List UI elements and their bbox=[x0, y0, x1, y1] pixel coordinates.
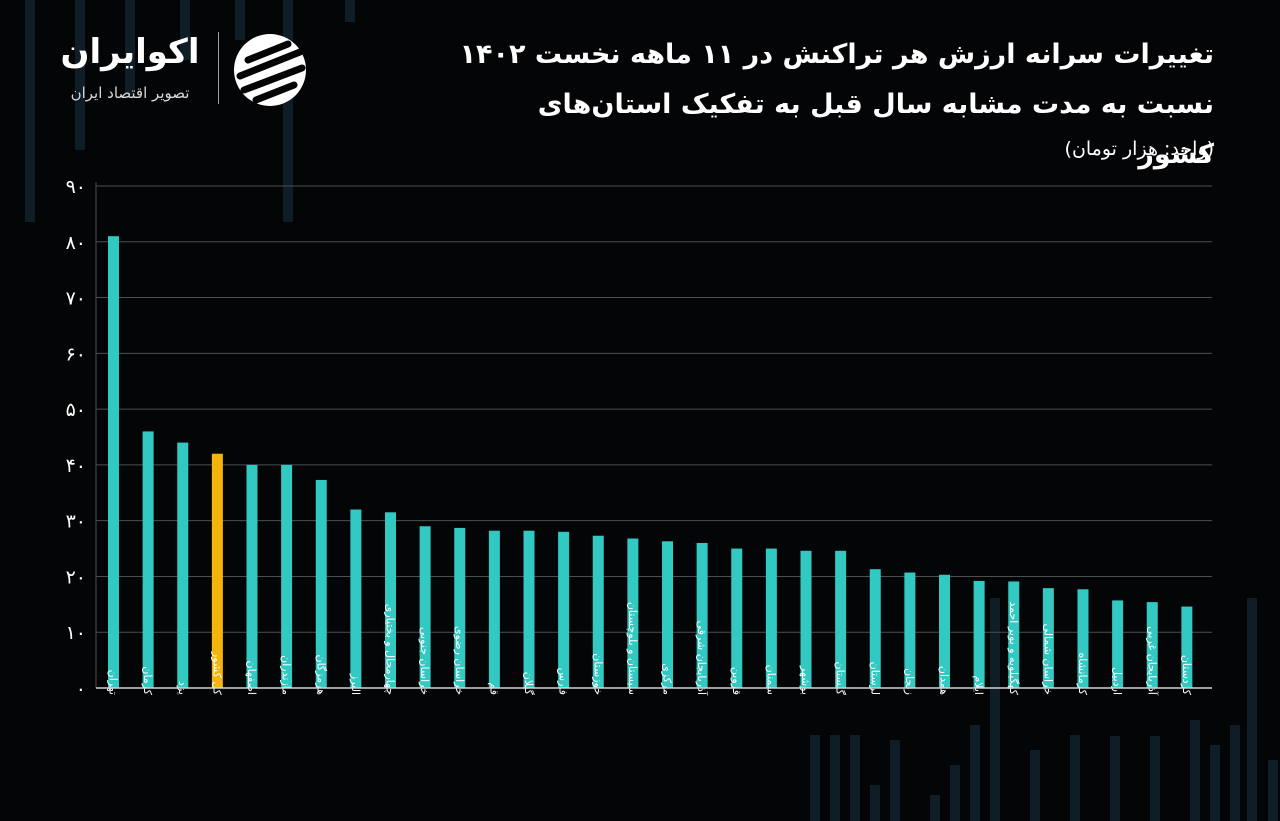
logo-mark-icon bbox=[234, 34, 306, 106]
y-tick-label: ۶۰ bbox=[66, 343, 86, 365]
logo-tagline: تصویر اقتصاد ایران bbox=[70, 84, 190, 102]
bar-31 bbox=[1146, 602, 1158, 688]
bar-3 bbox=[177, 442, 189, 688]
x-tick-label: قزوین bbox=[730, 667, 743, 695]
x-tick-label: فارس bbox=[557, 668, 570, 695]
y-tick-label: ۹۰ bbox=[66, 176, 86, 198]
bar-13 bbox=[523, 530, 535, 688]
bar-14 bbox=[558, 531, 570, 688]
x-tick-label: مرکزی bbox=[661, 663, 674, 695]
bar-25 bbox=[939, 574, 950, 688]
x-tick-label: ایلام bbox=[972, 676, 985, 696]
bar-9 bbox=[385, 512, 396, 688]
x-tick-label: سمنان bbox=[764, 665, 777, 695]
bar-29 bbox=[1077, 589, 1089, 688]
x-tick-label: هرمزگان bbox=[314, 655, 327, 696]
y-tick-label: ۴۰ bbox=[66, 455, 86, 477]
bar-30 bbox=[1112, 600, 1124, 688]
bar-24 bbox=[904, 572, 916, 688]
bar-11 bbox=[454, 527, 466, 688]
logo-divider bbox=[218, 32, 219, 104]
x-tick-label: البرز bbox=[349, 673, 362, 695]
x-tick-label: خراسان شمالی bbox=[1041, 623, 1054, 695]
x-axis-labels: تهران کرمان یزد کل کشور اصفهان مازندران هرمزگا… bbox=[107, 601, 1193, 696]
y-tick-label: ۸۰ bbox=[66, 232, 86, 254]
y-axis-ticks: ۰ ۱۰ ۲۰ ۳۰ ۴۰ ۵۰ ۶۰ ۷۰ ۸۰ ۹۰ bbox=[66, 176, 86, 700]
x-tick-label: خراسان جنوبی bbox=[418, 627, 431, 695]
bar-22 bbox=[835, 550, 847, 688]
bar-21 bbox=[800, 550, 812, 688]
x-tick-label: کرمان bbox=[141, 666, 154, 695]
bar-4 bbox=[211, 453, 223, 688]
x-tick-label: سیستان و بلوچستان bbox=[626, 602, 639, 695]
bar-17 bbox=[662, 541, 673, 688]
bars bbox=[108, 236, 1193, 688]
bar-16 bbox=[627, 538, 639, 688]
bar-18 bbox=[696, 542, 708, 688]
bar-27 bbox=[1008, 581, 1020, 688]
chart-title: تغییرات سرانه ارزش هر تراکنش در ۱۱ ماهه … bbox=[454, 30, 1214, 180]
bar-28 bbox=[1042, 588, 1054, 688]
y-tick-label: ۷۰ bbox=[66, 288, 86, 310]
y-tick-label: ۰ bbox=[76, 678, 86, 700]
bar-8 bbox=[350, 509, 362, 688]
x-tick-label: تهران bbox=[107, 670, 120, 695]
x-tick-label: زنجان bbox=[903, 668, 916, 695]
title-line-2: نسبت به مدت مشابه سال قبل به تفکیک استان… bbox=[537, 89, 1214, 170]
x-tick-label: مازندران bbox=[280, 655, 293, 695]
x-tick-label: کهگیلویه و بویر احمد bbox=[1007, 601, 1020, 695]
bar-20 bbox=[765, 548, 777, 688]
x-tick-label: لرستان bbox=[868, 662, 881, 695]
bar-32 bbox=[1181, 606, 1193, 688]
x-tick-label: کل کشور bbox=[210, 651, 223, 696]
bar-1 bbox=[108, 236, 119, 688]
bar-5 bbox=[246, 464, 258, 688]
y-tick-label: ۵۰ bbox=[66, 399, 86, 421]
x-tick-label: آذربایجان شرقی bbox=[695, 621, 709, 696]
bar-12 bbox=[488, 530, 500, 688]
bar-26 bbox=[973, 580, 985, 688]
x-tick-label: کرمانشاه bbox=[1076, 652, 1089, 695]
bar-2 bbox=[142, 431, 154, 688]
x-tick-label: اصفهان bbox=[245, 661, 258, 695]
x-tick-label: اردبیل bbox=[1111, 667, 1124, 695]
unit-label: (واحد: هزار تومان) bbox=[1064, 138, 1214, 160]
x-tick-label: همدان bbox=[938, 666, 951, 695]
bar-7 bbox=[315, 479, 327, 688]
logo-wordmark: اکوایران bbox=[60, 32, 200, 72]
bar-23 bbox=[869, 569, 881, 688]
x-tick-label: خوزستان bbox=[591, 653, 604, 695]
bar-15 bbox=[592, 535, 604, 688]
bar-6 bbox=[281, 464, 293, 688]
y-tick-label: ۲۰ bbox=[66, 566, 86, 588]
bar-10 bbox=[419, 526, 431, 688]
x-tick-label: چهارمحال و بختیاری bbox=[384, 604, 397, 695]
x-tick-label: گلستان bbox=[834, 662, 847, 696]
x-tick-label: خراسان رضوی bbox=[453, 626, 466, 695]
x-tick-label: کردستان bbox=[1180, 655, 1193, 696]
x-tick-label: بوشهر bbox=[799, 665, 812, 695]
y-tick-label: ۱۰ bbox=[66, 622, 86, 644]
x-tick-label: آذربایجان غربی bbox=[1145, 626, 1159, 696]
title-line-1: تغییرات سرانه ارزش هر تراکنش در ۱۱ ماهه … bbox=[459, 39, 1214, 70]
x-tick-label: گیلان bbox=[522, 672, 535, 696]
y-tick-label: ۳۰ bbox=[66, 511, 86, 533]
bar-19 bbox=[731, 548, 743, 688]
brand-logo: اکوایران تصویر اقتصاد ایران bbox=[50, 30, 320, 110]
